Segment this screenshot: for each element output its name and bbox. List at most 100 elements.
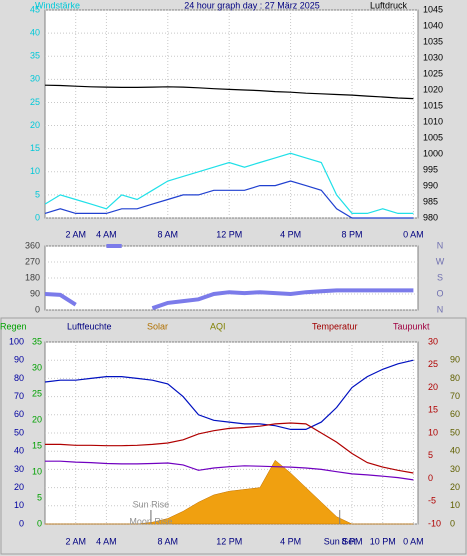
y3-tick-label: 5: [37, 492, 42, 502]
y2-tick-label: 20: [428, 382, 438, 392]
y-tick-label: 10: [30, 166, 40, 176]
y2-tick-label: 1010: [423, 116, 443, 126]
y-tick-label: 180: [25, 272, 40, 282]
y-tick-label: 5: [35, 189, 40, 199]
y4-tick-label: 10: [450, 500, 460, 510]
y-tick-label: 0: [19, 518, 24, 528]
x-tick-label: 0 AM: [403, 536, 424, 546]
series-label: Luftfeuchte: [67, 321, 112, 331]
y-tick-label: 15: [30, 143, 40, 153]
y-tick-label: 50: [14, 427, 24, 437]
y2-tick-label: N: [437, 240, 444, 250]
y-tick-label: 20: [14, 482, 24, 492]
y-tick-label: 10: [14, 500, 24, 510]
y3-tick-label: 30: [32, 362, 42, 372]
y-tick-label: 40: [30, 27, 40, 37]
y2-axis-title: Luftdruck: [370, 0, 408, 10]
y2-tick-label: S: [437, 272, 443, 282]
y2-tick-label: 0: [428, 473, 433, 483]
y2-tick-label: 25: [428, 359, 438, 369]
y2-tick-label: 5: [428, 450, 433, 460]
y4-tick-label: 0: [450, 518, 455, 528]
y3-tick-label: 10: [32, 466, 42, 476]
y3-tick-label: 20: [32, 414, 42, 424]
y4-tick-label: 70: [450, 391, 460, 401]
y2-tick-label: 1000: [423, 148, 443, 158]
x-tick-label: 0 AM: [403, 229, 424, 239]
y3-tick-label: 25: [32, 388, 42, 398]
y4-tick-label: 60: [450, 409, 460, 419]
chart-title: 24 hour graph day : 27 März 2025: [184, 0, 320, 10]
y-tick-label: 360: [25, 240, 40, 250]
y4-tick-label: 20: [450, 482, 460, 492]
panel-frame: [0, 317, 467, 555]
y3-tick-label: 0: [37, 518, 42, 528]
y2-tick-label: 1040: [423, 20, 443, 30]
y-tick-label: 45: [30, 4, 40, 14]
x-tick-label: 8 AM: [158, 536, 179, 546]
y-tick-label: 90: [30, 288, 40, 298]
y3-tick-label: 35: [32, 336, 42, 346]
annotation: Moon Rise: [129, 516, 172, 526]
y2-tick-label: -5: [428, 496, 436, 506]
y2-tick-label: 980: [423, 212, 438, 222]
annotation: Sun Rise: [133, 499, 170, 509]
y2-tick-label: 1025: [423, 68, 443, 78]
y4-tick-label: 80: [450, 373, 460, 383]
y-tick-label: 35: [30, 51, 40, 61]
x-tick-label: 12 PM: [216, 536, 242, 546]
line: [44, 359, 414, 430]
x-tick-label: 8 PM: [341, 229, 362, 239]
y-tick-label: 70: [14, 391, 24, 401]
y-tick-label: 0: [35, 212, 40, 222]
y-tick-label: 90: [14, 355, 24, 365]
x-tick-label: 4 AM: [96, 536, 117, 546]
line: [45, 422, 414, 474]
line: [45, 460, 414, 481]
series-label: Regen: [0, 321, 27, 331]
area: [45, 459, 414, 525]
line: [44, 152, 414, 214]
y2-tick-label: 15: [428, 405, 438, 415]
y2-tick-label: 1035: [423, 36, 443, 46]
y-tick-label: 60: [14, 409, 24, 419]
y2-tick-label: 30: [428, 336, 438, 346]
y4-tick-label: 40: [450, 446, 460, 456]
y-tick-label: 20: [30, 120, 40, 130]
y2-tick-label: 1015: [423, 100, 443, 110]
y-tick-label: 30: [30, 74, 40, 84]
y2-tick-label: 1045: [423, 4, 443, 14]
y2-tick-label: 10: [428, 427, 438, 437]
line: [44, 180, 414, 219]
y3-tick-label: 15: [32, 440, 42, 450]
x-tick-label: 8 PM: [341, 536, 362, 546]
y2-tick-label: 1030: [423, 52, 443, 62]
y-tick-label: 80: [14, 373, 24, 383]
y2-tick-label: -10: [428, 518, 441, 528]
x-tick-label: 4 PM: [280, 229, 301, 239]
y4-tick-label: 90: [450, 355, 460, 365]
x-tick-label: 8 AM: [158, 229, 179, 239]
y-tick-label: 30: [14, 464, 24, 474]
y4-tick-label: 30: [450, 464, 460, 474]
y-tick-label: 0: [35, 304, 40, 314]
y-tick-label: 100: [9, 336, 24, 346]
y4-tick-label: 50: [450, 427, 460, 437]
y-tick-label: 40: [14, 446, 24, 456]
y2-tick-label: N: [437, 304, 444, 314]
y-tick-label: 270: [25, 256, 40, 266]
x-tick-label: 12 PM: [216, 229, 242, 239]
y-tick-label: 25: [30, 97, 40, 107]
x-tick-label: 4 AM: [96, 229, 117, 239]
series-label: AQI: [210, 321, 226, 331]
y2-tick-label: W: [436, 256, 445, 266]
plot-area: [44, 9, 419, 219]
y-axis-title: Windstärke: [35, 0, 80, 10]
x-tick-label: 4 PM: [280, 536, 301, 546]
series-label: Temperatur: [312, 321, 358, 331]
y2-tick-label: 985: [423, 196, 438, 206]
x-tick-label: 10 PM: [370, 536, 396, 546]
x-tick-label: 2 AM: [65, 229, 86, 239]
series-label: Solar: [147, 321, 168, 331]
